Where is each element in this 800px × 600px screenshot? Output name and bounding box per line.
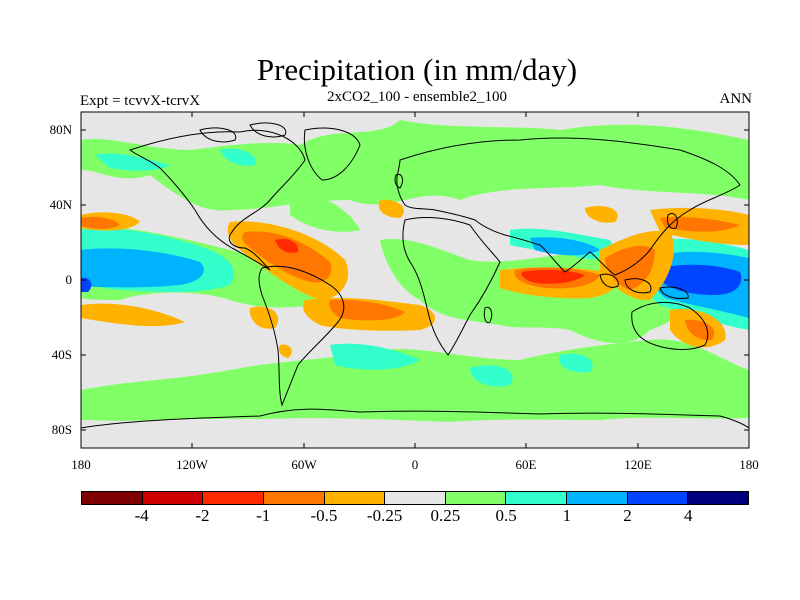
lat-tick-0: 0 <box>65 272 73 287</box>
colorbar-swatch <box>445 492 507 504</box>
lat-tick-80s: 80S <box>51 422 72 437</box>
colorbar-label: 4 <box>684 506 693 525</box>
colorbar-label: -0.25 <box>366 506 403 525</box>
colorbar-swatch <box>385 492 446 504</box>
colorbar-swatch <box>567 492 628 504</box>
colorbar-swatch <box>203 492 264 504</box>
axis-ticks <box>81 112 749 448</box>
colorbar-swatch <box>688 492 749 504</box>
colorbar <box>81 491 749 505</box>
colorbar-label: 2 <box>623 506 632 525</box>
lon-tick-60e: 60E <box>515 457 537 472</box>
chart-subtitle: 2xCO2_100 - ensemble2_100 <box>327 89 507 105</box>
blue-regions <box>81 264 742 295</box>
colorbar-swatch <box>263 492 325 504</box>
colorbar-label: -1 <box>256 506 271 525</box>
chart-title: Precipitation (in mm/day) <box>256 52 578 87</box>
colorbar-label: -2 <box>195 506 210 525</box>
lat-tick-40s: 40S <box>51 347 72 362</box>
red-regions <box>275 238 585 284</box>
season-label: ANN <box>719 91 753 107</box>
coastlines <box>81 122 749 429</box>
colorbar-swatch <box>324 492 386 504</box>
lon-tick-0: 0 <box>411 457 419 472</box>
colorbar-label: 0.5 <box>495 506 517 525</box>
colorbar-label: 0.25 <box>430 506 461 525</box>
colorbar-swatch <box>506 492 568 504</box>
colorbar-label: -4 <box>134 506 149 525</box>
colorbar-label: 1 <box>562 506 572 525</box>
lon-tick-180w: 180 <box>71 457 91 472</box>
lon-tick-120e: 120E <box>624 457 652 472</box>
lon-tick-120w: 120W <box>176 457 208 472</box>
colorbar-swatch <box>82 492 143 504</box>
colorbar-label: -0.5 <box>310 506 338 525</box>
lon-tick-60w: 60W <box>291 457 317 472</box>
colorbar-swatch <box>142 492 204 504</box>
precipitation-contours <box>81 120 749 429</box>
lat-tick-40n: 40N <box>49 197 72 212</box>
colorbar-swatch <box>627 492 689 504</box>
lon-tick-180e: 180 <box>739 457 759 472</box>
experiment-label: Expt = tcvvX-tcrvX <box>80 93 201 109</box>
lat-tick-80n: 80N <box>49 122 72 137</box>
